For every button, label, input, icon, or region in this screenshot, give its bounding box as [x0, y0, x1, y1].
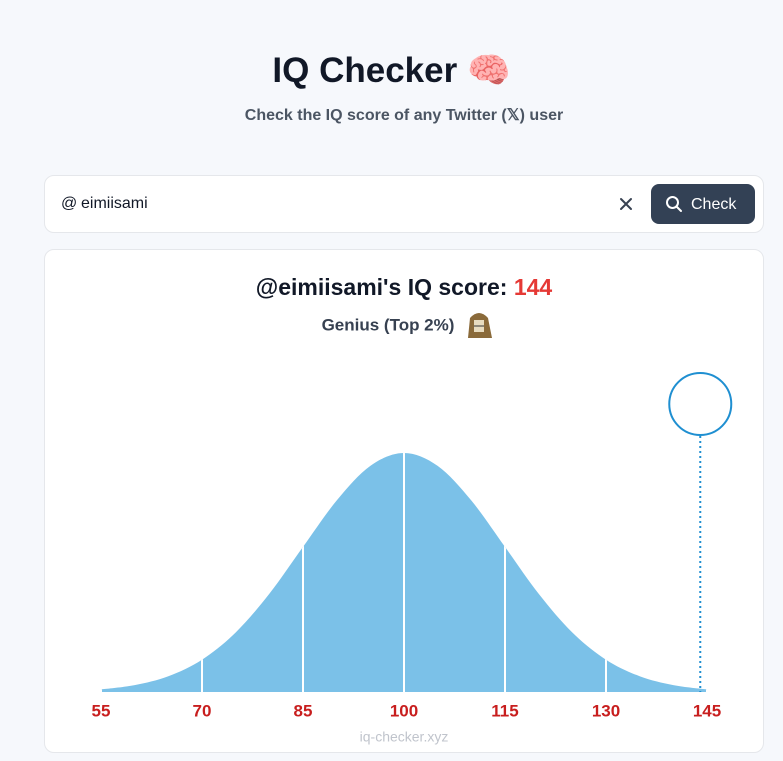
score: 144	[514, 274, 553, 300]
heading-text: @eimiisami's IQ score:	[256, 274, 514, 300]
x-tick-label: 85	[294, 701, 313, 720]
clear-button[interactable]	[619, 197, 633, 211]
title-emoji: 🧠	[466, 51, 511, 90]
search-input[interactable]: eimiisami	[81, 195, 148, 212]
x-tick-label: 130	[592, 701, 620, 720]
search-box[interactable]: @ eimiisami	[44, 175, 764, 233]
rank: Genius (Top 2%)	[322, 315, 455, 334]
genius-emoji	[468, 313, 492, 338]
subtitle: Check the IQ score of any Twitter (𝕏) us…	[244, 107, 564, 124]
x-tick-label: 100	[390, 701, 418, 720]
x-tick-label: 55	[92, 701, 111, 720]
title: IQ Checker	[272, 51, 458, 90]
check-button[interactable]: Check	[651, 184, 755, 224]
result-heading: @eimiisami's IQ score: 144	[256, 274, 553, 300]
footer: iq-checker.xyz	[360, 729, 449, 745]
score-marker	[668, 372, 733, 436]
at-prefix: @	[61, 195, 78, 212]
x-tick-label: 145	[693, 701, 721, 720]
title-row: IQ Checker 🧠	[0, 50, 783, 91]
search-icon	[666, 196, 682, 212]
check-label: Check	[691, 196, 737, 213]
x-tick-label: 115	[491, 701, 518, 720]
x-tick-label: 70	[193, 701, 212, 720]
